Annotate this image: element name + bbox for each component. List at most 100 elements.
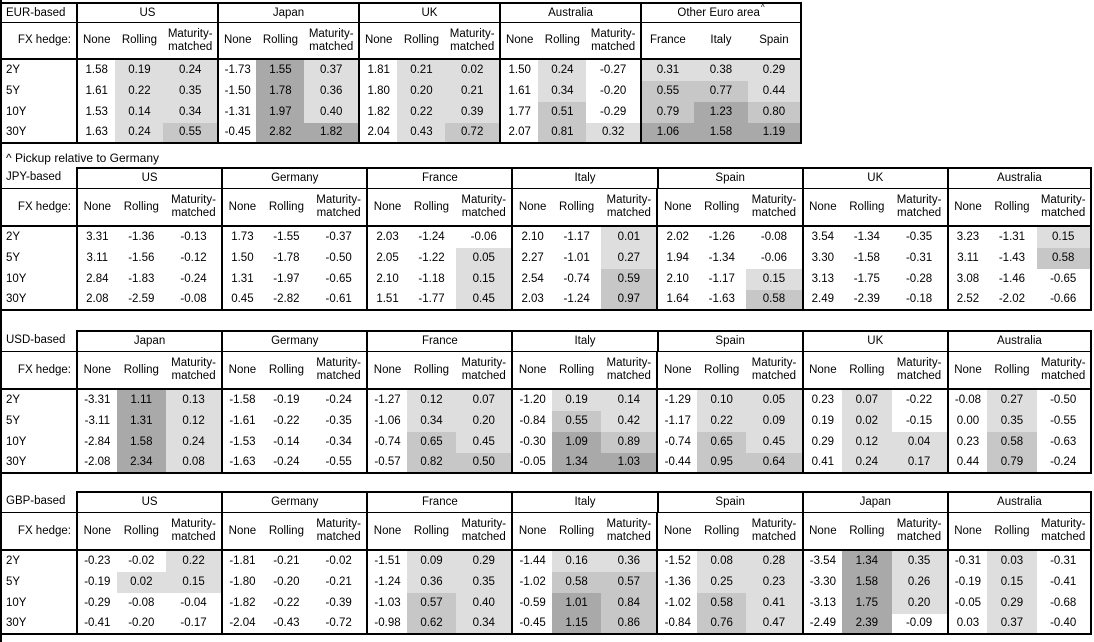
- value-cell: 1.15: [551, 614, 602, 633]
- value-cell: -1.44: [511, 551, 552, 572]
- hedge-type-header: Maturity-matched: [461, 357, 507, 382]
- value-cell: 0.44: [747, 81, 802, 102]
- value-cell: 2.39: [842, 614, 892, 633]
- value-cell: -0.50: [325, 252, 352, 264]
- data-row: 30Y -2.08 2.34 0.08 -1.63 -0.24 -0.55 -0.57 0.82…: [2, 453, 1092, 474]
- value-cell: 0.45: [456, 290, 512, 309]
- value-cell: 0.22: [397, 102, 446, 123]
- hedge-type-header: Rolling: [262, 34, 298, 46]
- hedge-type-header: Maturity-matched: [896, 194, 942, 219]
- value-cell: 0.97: [601, 290, 657, 309]
- hedge-type-header: Rolling: [994, 524, 1030, 537]
- value-cell: 0.58: [987, 432, 1037, 453]
- hedge-type-header: None: [656, 352, 697, 388]
- hedge-type-header: Rolling: [268, 200, 304, 213]
- hedge-type-header: None: [801, 189, 843, 225]
- value-cell: 0.20: [456, 411, 512, 432]
- value-cell: -0.23: [76, 551, 117, 572]
- value-cell: -0.24: [180, 273, 207, 285]
- value-cell: 0.32: [586, 123, 640, 142]
- value-cell: 2.52: [946, 290, 988, 309]
- hedge-type-header: None: [221, 189, 262, 225]
- value-cell: -1.01: [563, 252, 590, 264]
- value-cell: 0.02: [116, 572, 166, 593]
- value-cell: 1.82: [304, 123, 358, 142]
- country-header-row: JPY-based US Germany France Italy Spain UK Aust…: [2, 167, 1092, 189]
- value-cell: -1.22: [418, 252, 445, 264]
- value-cell: 0.15: [746, 269, 802, 290]
- hedge-type-header: Maturity-matched: [751, 357, 797, 382]
- value-cell: -1.58: [221, 390, 262, 411]
- hedge-type-header: None: [216, 23, 256, 58]
- hedge-type-header: Maturity-matched: [316, 194, 362, 219]
- value-cell: -1.24: [366, 572, 407, 593]
- value-cell: -2.39: [853, 293, 880, 305]
- value-cell: -0.22: [273, 415, 300, 427]
- value-cell: 0.24: [842, 453, 892, 472]
- value-cell: -0.06: [470, 231, 497, 243]
- value-cell: -0.35: [905, 231, 933, 243]
- value-cell: -0.74: [656, 432, 697, 453]
- value-cell: 0.08: [165, 453, 222, 472]
- value-cell: 0.05: [456, 248, 512, 269]
- value-cell: 1.94: [656, 248, 697, 269]
- value-cell: -0.24: [325, 394, 352, 406]
- value-cell: 0.37: [987, 614, 1037, 633]
- value-cell: -3.30: [801, 572, 843, 593]
- value-cell: 2.84: [76, 269, 117, 290]
- value-cell: 1.23: [693, 102, 748, 123]
- hedge-type-header: Maturity-matched: [606, 357, 652, 382]
- tenor-label: 10Y: [6, 106, 27, 118]
- value-cell: -0.08: [180, 293, 207, 305]
- value-cell: -0.65: [1037, 269, 1092, 290]
- value-cell: 1.97: [256, 102, 305, 123]
- country-name: US: [141, 172, 158, 184]
- base-label: GBP-based: [6, 495, 66, 507]
- country-name: Japan: [272, 6, 305, 19]
- value-cell: 0.24: [163, 60, 217, 81]
- value-cell: -1.02: [656, 593, 697, 614]
- country-header: Japan: [217, 2, 358, 22]
- data-row: 5Y 1.61 0.22 0.35 -1.50 1.78 0.36 1.80 0.20 0.21 1…: [2, 81, 802, 102]
- tenor-label: 2Y: [6, 231, 21, 243]
- hedge-type-header: Rolling: [559, 524, 595, 537]
- value-cell: -2.82: [273, 293, 300, 305]
- value-cell: 2.34: [116, 453, 166, 472]
- country-header: Australia: [499, 2, 640, 22]
- value-cell: 0.47: [746, 614, 802, 633]
- value-cell: -0.08: [946, 390, 988, 411]
- value-cell: -1.17: [563, 231, 590, 243]
- hedge-type-header: Rolling: [268, 524, 304, 537]
- value-cell: 0.27: [601, 248, 657, 269]
- hedge-type-header: Maturity-matched: [1037, 352, 1092, 388]
- value-cell: 2.03: [366, 227, 407, 248]
- value-cell: -0.29: [76, 593, 117, 614]
- value-cell: 0.89: [601, 432, 657, 453]
- hedge-type-header: None: [221, 352, 262, 388]
- value-cell: 0.12: [406, 390, 457, 411]
- value-cell: -0.28: [905, 273, 933, 285]
- country-header: US: [76, 2, 217, 22]
- hedge-type-header: Maturity-matched: [167, 27, 213, 53]
- value-cell: 1.58: [693, 123, 748, 142]
- hedge-type-header: None: [511, 352, 552, 388]
- value-cell: -0.55: [1037, 411, 1092, 432]
- value-cell: 0.84: [601, 593, 657, 614]
- value-cell: -1.73: [216, 60, 256, 81]
- value-cell: -0.57: [366, 453, 407, 472]
- value-cell: -0.17: [180, 617, 207, 629]
- value-cell: 0.15: [456, 269, 512, 290]
- value-cell: 0.10: [697, 390, 747, 411]
- country-header: UK: [801, 167, 947, 188]
- value-cell: -0.45: [511, 614, 552, 633]
- value-cell: 1.55: [256, 60, 305, 81]
- value-cell: -0.55: [325, 456, 352, 468]
- value-cell: 1.19: [747, 123, 802, 142]
- fx-hedge-label: FX hedge:: [17, 34, 71, 46]
- value-cell: 1.11: [116, 390, 166, 411]
- value-cell: -1.46: [998, 273, 1026, 285]
- hedge-type-header: Rolling: [123, 200, 159, 213]
- value-cell: 0.29: [456, 551, 512, 572]
- value-cell: -0.30: [511, 432, 552, 453]
- value-cell: -0.20: [128, 617, 155, 629]
